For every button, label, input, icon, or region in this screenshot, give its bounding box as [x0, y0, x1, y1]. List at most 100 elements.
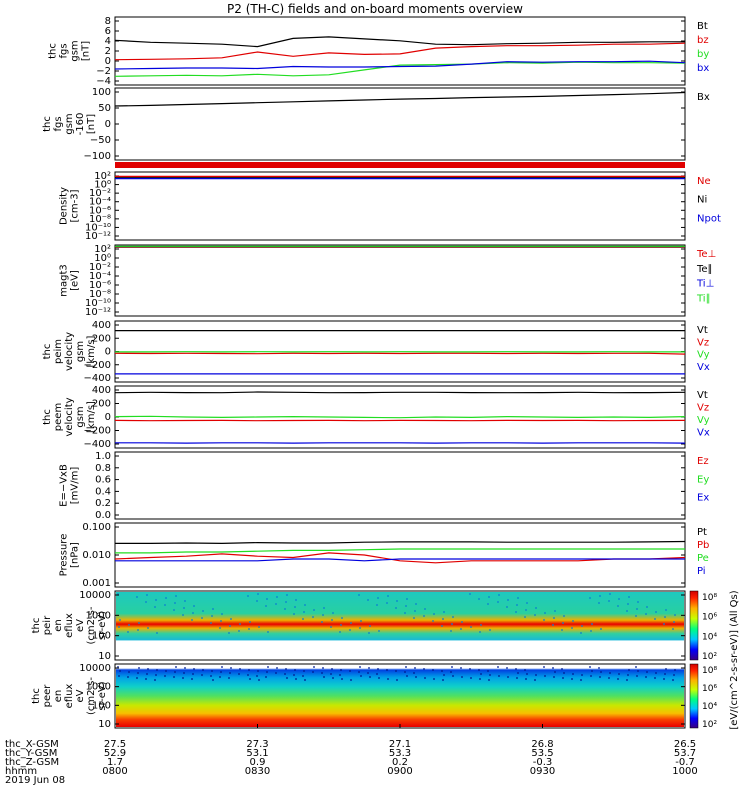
spectrogram-pixel — [516, 677, 518, 679]
spectrogram-pixel — [645, 613, 647, 615]
spectrogram-pixel — [201, 617, 203, 619]
y-axis-label: thc — [48, 43, 59, 59]
x-tick-label: 1000 — [672, 766, 697, 777]
spectrogram-pixel — [433, 613, 435, 615]
page-title: P2 (TH-C) fields and on-board moments ov… — [227, 2, 523, 16]
series-line-Pi — [115, 558, 685, 562]
spectrogram-pixel — [118, 675, 120, 677]
y-tick-label: 6 — [105, 26, 111, 37]
spectrogram-pixel — [376, 673, 378, 675]
spectrogram-pixel — [636, 675, 638, 677]
spectrogram-pixel — [193, 605, 195, 607]
spectrogram-pixel — [498, 675, 500, 677]
spectrogram-pixel — [164, 604, 166, 606]
spectrogram-pixel — [636, 608, 638, 610]
y-tick-label: −50 — [90, 135, 111, 146]
x-tick-label: 1.7 — [107, 757, 123, 768]
spectrogram-pixel — [229, 625, 231, 627]
spectrogram-pixel — [127, 631, 129, 633]
spectrogram-pixel — [608, 677, 610, 679]
spectrogram-pixel — [497, 666, 499, 668]
spectrogram-pixel — [395, 670, 397, 672]
spectrogram-pixel — [654, 618, 656, 620]
spectrogram-pixel — [238, 630, 240, 632]
spectrogram-pixel — [544, 675, 546, 677]
spectrogram-pixel — [442, 618, 444, 620]
y-tick-label: 10 — [98, 651, 111, 662]
spectrogram-pixel — [229, 672, 231, 674]
spectrogram-pixel — [413, 617, 415, 619]
y-axis-label: thc — [42, 116, 53, 132]
spectrogram-pixel — [119, 670, 121, 672]
spectrogram-pixel — [598, 667, 600, 669]
spectrogram-pixel — [239, 668, 241, 670]
spectrogram-pixel — [155, 599, 157, 601]
spectrogram-pixel — [322, 614, 324, 616]
y-axis-label: Pressure — [59, 534, 70, 577]
y-tick-label: 0.6 — [95, 475, 111, 486]
spectrogram-pixel — [552, 667, 554, 669]
y-tick-label: 100 — [92, 700, 111, 711]
spectrogram-pixel — [376, 604, 378, 606]
series-line-Pe — [115, 548, 685, 554]
x-tick-label: -0.7 — [675, 757, 695, 768]
y-tick-label: 400 — [92, 385, 111, 396]
legend-Ez: Ez — [697, 456, 709, 467]
series-line-Pb — [114, 552, 686, 564]
y-tick-label: 10000 — [79, 590, 111, 601]
y-tick-label: −200 — [84, 360, 111, 371]
spectrogram-pixel — [182, 677, 184, 679]
spectrogram-pixel — [165, 670, 167, 672]
spectrogram-pixel — [359, 666, 361, 668]
series-line-bx — [114, 60, 686, 70]
spectrogram-pixel — [580, 679, 582, 681]
y-tick-label: 10000 — [79, 663, 111, 674]
y-tick-label: 10⁻⁴ — [89, 197, 111, 208]
spectrogram-pixel — [433, 678, 435, 680]
spectrogram-pixel — [553, 676, 555, 678]
y-axis-label: peem — [53, 403, 64, 431]
y-axis-label: fgs — [59, 43, 70, 58]
y-axis-label: en — [53, 619, 64, 632]
spectrogram-pixel — [572, 673, 574, 675]
spectrogram-pixel — [220, 671, 222, 673]
spectrogram-pixel — [386, 602, 388, 604]
y-tick-label: 10⁻¹⁰ — [85, 222, 111, 233]
spectrogram-pixel — [321, 621, 323, 623]
spectrogram-pixel — [571, 627, 573, 629]
spectrogram-pixel — [387, 678, 389, 680]
spectrogram-pixel — [323, 607, 325, 609]
spectrogram-pixel — [396, 679, 398, 681]
spectrogram-pixel — [517, 672, 519, 674]
y-tick-label: 10⁻² — [89, 262, 111, 273]
spectrogram-pixel — [193, 668, 195, 670]
legend-bz: bz — [697, 35, 709, 46]
y-axis-label: [mV/m] — [70, 467, 81, 505]
spectrogram-pixel — [295, 678, 297, 680]
spectrogram-pixel — [526, 602, 528, 604]
spectrogram-pixel — [174, 671, 176, 673]
legend-Ey: Ey — [697, 474, 709, 485]
spectrogram-pixel — [526, 673, 528, 675]
spectrogram-pixel — [386, 669, 388, 671]
y-tick-label: 1000 — [86, 682, 111, 693]
spectrogram-pixel — [535, 674, 537, 676]
spectrogram-pixel — [256, 600, 258, 602]
spectrogram-pixel — [655, 611, 657, 613]
spectrogram-pixel — [330, 626, 332, 628]
panel-fgs — [114, 16, 686, 86]
x-axis-row-label: thc_X-GSM — [5, 739, 59, 750]
y-axis-label: (cm2-s- — [86, 606, 97, 644]
y-tick-label: 10⁻⁸ — [89, 289, 111, 300]
series-line-bz — [114, 42, 686, 61]
spectrogram-pixel — [415, 676, 417, 678]
panel-frame — [114, 171, 686, 241]
y-tick-label: 0 — [105, 347, 111, 358]
spectrogram-pixel — [589, 666, 591, 668]
spectrogram-pixel — [256, 675, 258, 677]
y-axis-label: sr-eV) — [97, 681, 108, 710]
spectrogram-pixel — [275, 603, 277, 605]
y-axis-label: sr-eV) — [97, 611, 108, 640]
x-tick-label: 53.3 — [389, 748, 411, 759]
spectrogram-pixel — [303, 670, 305, 672]
